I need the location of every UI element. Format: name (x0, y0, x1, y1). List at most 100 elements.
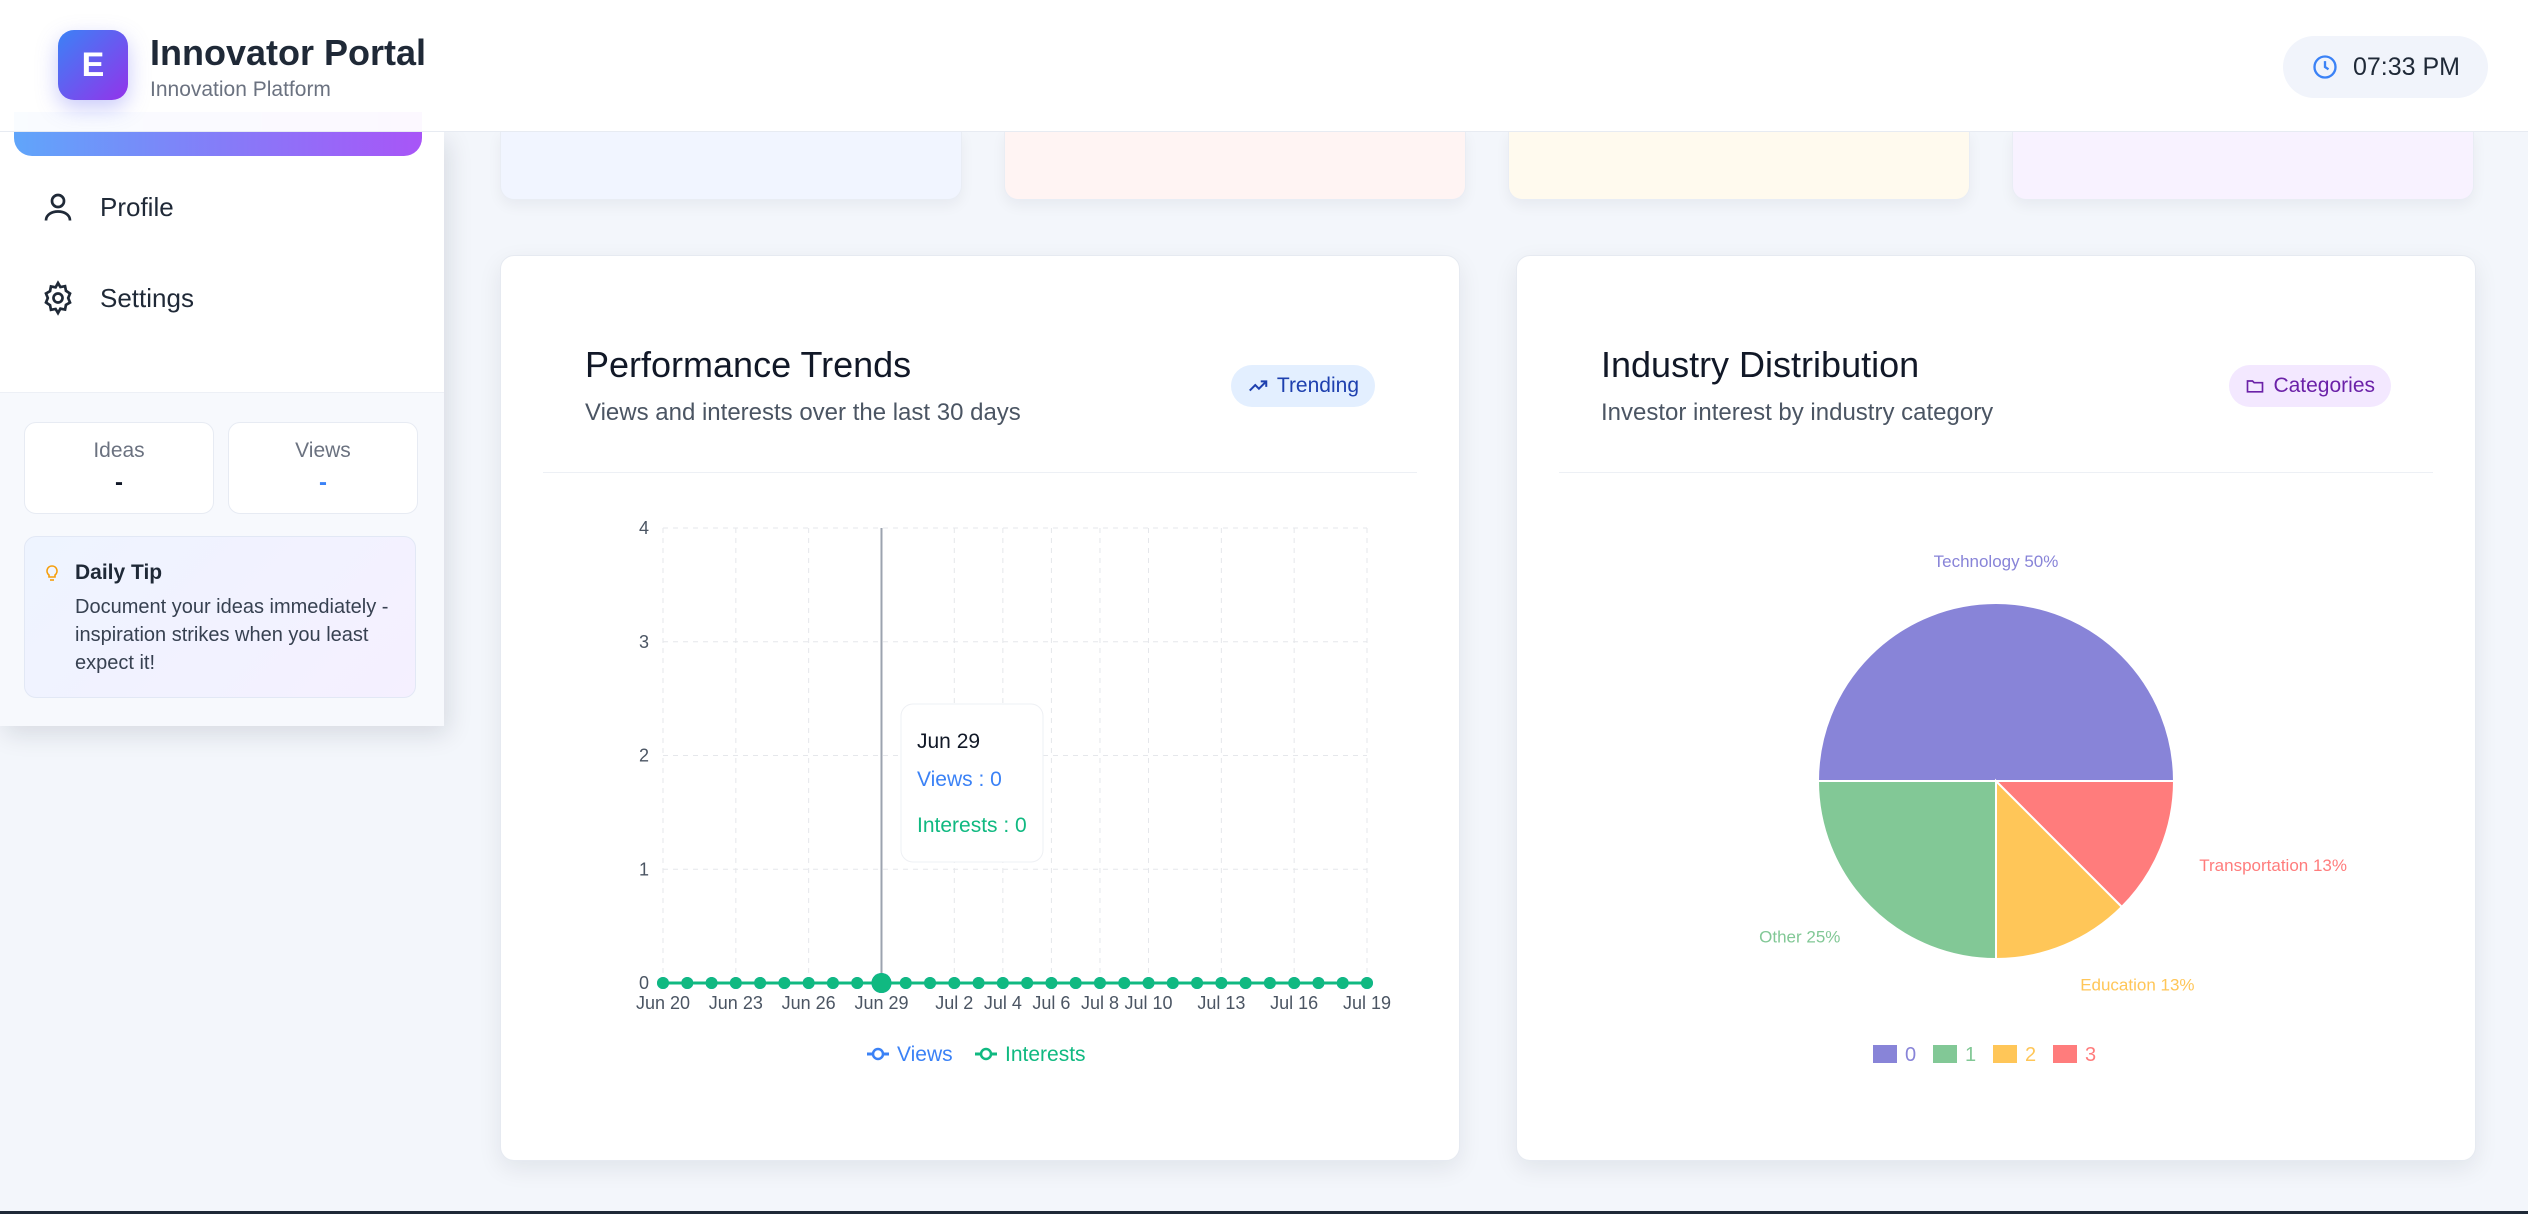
sidebar-item-settings[interactable]: Settings (40, 273, 194, 323)
x-tick-label: Jun 29 (854, 993, 908, 1013)
legend-marker-dot (979, 1047, 993, 1061)
performance-line-chart[interactable]: 0 1 2 3 4 Jun 20 Jun 23 Jun 26 Jun 29 Jul 2 Jul 4 J… (501, 256, 1461, 1162)
pie-slice-label: Other 25% (1759, 928, 1840, 947)
trending-up-icon (1248, 380, 1268, 392)
performance-trends-panel: Performance Trends Views and interests o… (500, 255, 1460, 1161)
overview-card (1508, 130, 1970, 200)
data-point (1336, 977, 1349, 989)
data-point (948, 977, 961, 989)
sidebar-item-profile[interactable]: Profile (40, 182, 174, 232)
app-logo[interactable]: E (58, 30, 128, 100)
panel-subtitle: Views and interests over the last 30 day… (585, 399, 1021, 426)
data-point (1118, 977, 1131, 989)
data-point (851, 977, 864, 989)
panel-subtitle: Investor interest by industry category (1601, 399, 1994, 426)
pie-slice-other (1816, 780, 1997, 961)
tooltip-date: Jun 29 (917, 730, 980, 753)
data-point (1312, 977, 1325, 989)
y-tick-label: 1 (639, 859, 649, 879)
x-tick-label: Jul 13 (1197, 993, 1245, 1013)
pie-slice-label: Transportation 13% (2199, 856, 2347, 875)
sidebar: Profile Settings Ideas - Views - Daily T… (0, 112, 444, 726)
data-point (924, 977, 937, 989)
top-header: E Innovator Portal Innovation Platform 0… (0, 0, 2528, 132)
clock-display: 07:33 PM (2282, 36, 2488, 98)
pie-slice-transportation (1993, 780, 2176, 909)
data-point (1288, 977, 1301, 989)
data-point (972, 977, 985, 989)
y-tick-label: 2 (639, 746, 649, 766)
data-point (1191, 977, 1204, 989)
tip-title: Daily Tip (75, 561, 163, 584)
x-tick-label: Jul 6 (1032, 993, 1070, 1013)
app-title: Innovator Portal (150, 32, 427, 73)
legend-swatch (2053, 1045, 2077, 1063)
data-point (802, 977, 815, 989)
x-tick-label: Jun 26 (782, 993, 836, 1013)
data-point (705, 977, 718, 989)
x-tick-label: Jul 16 (1270, 993, 1318, 1013)
overview-card (500, 130, 962, 200)
data-point (1239, 977, 1252, 989)
data-point (729, 977, 742, 989)
pie-slice-label: Education 13% (2080, 975, 2194, 994)
pie-slice-technology (1816, 602, 2176, 782)
data-point (996, 977, 1009, 989)
legend-label: 0 (1905, 1044, 1916, 1066)
data-point (1166, 977, 1179, 989)
data-point (681, 977, 694, 989)
panel-title: Performance Trends (585, 344, 912, 385)
stat-label: Views (295, 439, 351, 462)
industry-pie-chart[interactable]: Technology 50% Other 25% Education 13% Tran… (1517, 256, 2477, 1162)
badge-label: Trending (1276, 374, 1359, 397)
clock-icon (2313, 55, 2337, 79)
panel-divider (1559, 472, 2433, 473)
app-subtitle: Innovation Platform (150, 78, 331, 101)
x-tick-label: Jul 19 (1343, 993, 1391, 1013)
stat-card-ideas: Ideas - (24, 422, 214, 514)
x-tick-label: Jun 23 (709, 993, 763, 1013)
sidebar-item-label: Profile (100, 191, 174, 222)
current-time: 07:33 PM (2352, 52, 2460, 81)
categories-badge: Categories (2229, 365, 2391, 407)
daily-tip-card: Daily Tip Document your ideas immediatel… (24, 536, 416, 698)
data-point (1263, 977, 1276, 989)
data-point (899, 977, 912, 989)
stat-card-views: Views - (228, 422, 418, 514)
data-point (1069, 977, 1082, 989)
data-point (1215, 977, 1228, 989)
window-bottom-edge (0, 1211, 2528, 1214)
x-tick-label: Jun 20 (636, 993, 690, 1013)
legend-swatch (1933, 1045, 1957, 1063)
stat-value: - (115, 469, 123, 496)
overview-card (2012, 130, 2474, 200)
legend-label: 2 (2025, 1044, 2036, 1066)
legend-label: 1 (1965, 1044, 1976, 1066)
data-point (826, 977, 839, 989)
data-point (1045, 977, 1058, 989)
data-point (657, 977, 669, 989)
data-point (1021, 977, 1034, 989)
pie-slice-education (1995, 778, 2124, 961)
y-tick-label: 0 (639, 973, 649, 993)
legend-swatch (1873, 1045, 1897, 1063)
pie-slice-label: Technology 50% (1934, 552, 2059, 571)
data-point (1093, 977, 1106, 989)
data-point (754, 977, 767, 989)
panel-divider (543, 472, 1417, 473)
industry-distribution-panel: Industry Distribution Investor interest … (1516, 255, 2476, 1161)
legend-label: 3 (2085, 1044, 2096, 1066)
user-icon (44, 193, 72, 221)
stat-value: - (319, 469, 327, 496)
chart-tooltip (900, 703, 1044, 863)
gear-icon (44, 280, 72, 316)
x-tick-label: Jul 4 (984, 993, 1022, 1013)
panel-title: Industry Distribution (1601, 344, 1920, 385)
sidebar-item-label: Settings (100, 282, 194, 313)
y-tick-label: 4 (639, 518, 649, 538)
lightbulb-icon (46, 565, 58, 581)
trending-badge: Trending (1230, 365, 1375, 407)
legend-label: Views (897, 1043, 953, 1066)
data-point (871, 973, 892, 993)
tip-text: Document your ideas immediately - inspir… (75, 596, 389, 674)
